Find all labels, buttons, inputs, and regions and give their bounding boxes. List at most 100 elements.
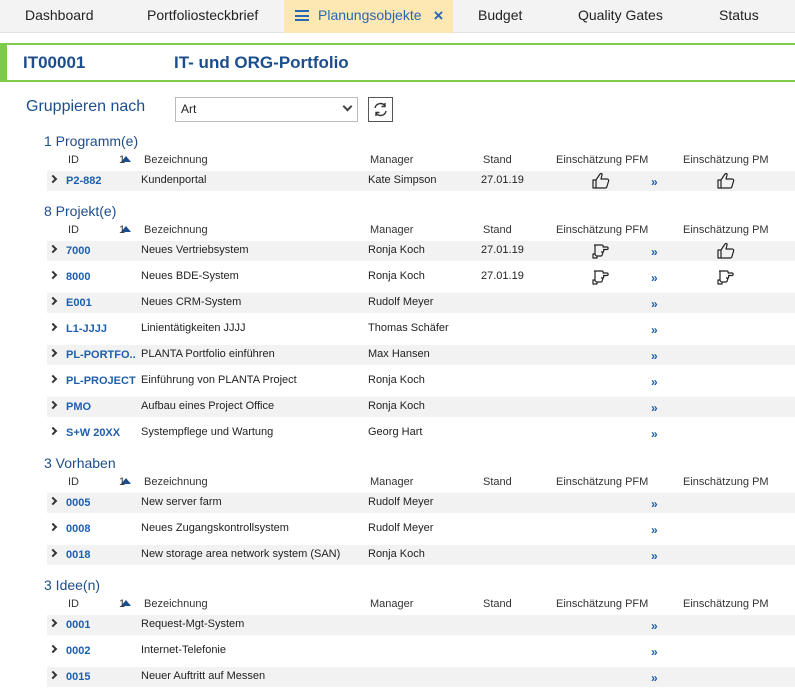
col-bezeichnung[interactable]: Bezeichnung [144, 154, 208, 166]
sort-ascending-icon [121, 156, 131, 162]
open-details-link[interactable]: » [651, 549, 658, 563]
col-manager[interactable]: Manager [370, 224, 414, 236]
expand-chevron-icon[interactable] [48, 670, 58, 680]
expand-chevron-icon[interactable] [48, 322, 58, 332]
tab-status[interactable]: Status [719, 7, 759, 23]
col-stand[interactable]: Stand [483, 154, 512, 166]
col-id[interactable]: ID [68, 224, 79, 236]
col-einschaetzung-pfm[interactable]: Einschätzung PFM [556, 154, 649, 166]
expand-chevron-icon[interactable] [48, 426, 58, 436]
tab-dashboard[interactable]: Dashboard [25, 7, 94, 23]
table-row: 0005 New server farm Rudolf Meyer » [47, 493, 795, 513]
open-details-link[interactable]: » [651, 427, 658, 441]
col-stand[interactable]: Stand [483, 598, 512, 610]
open-details-link[interactable]: » [651, 323, 658, 337]
table-row: E001 Neues CRM-System Rudolf Meyer » [47, 293, 795, 313]
table-row: S+W 20XX Systempflege und Wartung Georg Ha… [47, 423, 795, 443]
close-icon[interactable]: × [433, 6, 444, 25]
object-id-link[interactable]: 0005 [66, 497, 91, 509]
sort-indicator[interactable]: 1 [119, 224, 131, 236]
col-id[interactable]: ID [68, 598, 79, 610]
object-name: Neues CRM-System [141, 296, 242, 308]
expand-chevron-icon[interactable] [48, 348, 58, 358]
sort-indicator[interactable]: 1 [119, 154, 131, 166]
object-id-link[interactable]: 0002 [66, 645, 91, 657]
object-name: New server farm [141, 496, 222, 508]
expand-chevron-icon[interactable] [48, 244, 58, 254]
object-id-link[interactable]: S+W 20XX [66, 427, 121, 439]
column-header: ID 1 Bezeichnung Manager Stand Einschätzung P… [0, 224, 795, 240]
refresh-button[interactable] [368, 97, 393, 122]
open-details-link[interactable]: » [651, 671, 658, 685]
expand-chevron-icon[interactable] [48, 618, 58, 628]
col-stand[interactable]: Stand [483, 224, 512, 236]
expand-chevron-icon[interactable] [48, 400, 58, 410]
open-details-link[interactable]: » [651, 271, 658, 285]
expand-chevron-icon[interactable] [48, 496, 58, 506]
open-details-link[interactable]: » [651, 619, 658, 633]
grouping-select[interactable]: Art [175, 97, 358, 122]
open-details-link[interactable]: » [651, 375, 658, 389]
object-id-link[interactable]: 7000 [66, 245, 91, 257]
open-details-link[interactable]: » [651, 497, 658, 511]
portfolio-code: IT00001 [23, 53, 86, 72]
object-id-link[interactable]: 0015 [66, 671, 91, 683]
object-id-link[interactable]: PL-PROJECT [66, 375, 136, 387]
col-manager[interactable]: Manager [370, 154, 414, 166]
object-id-link[interactable]: PL-PORTFO... [66, 349, 136, 361]
col-stand[interactable]: Stand [483, 476, 512, 488]
col-einschaetzung-pfm[interactable]: Einschätzung PFM [556, 224, 649, 236]
sort-ascending-icon [121, 600, 131, 606]
object-manager: Ronja Koch [368, 374, 425, 386]
object-id-link[interactable]: 8000 [66, 271, 91, 283]
col-bezeichnung[interactable]: Bezeichnung [144, 598, 208, 610]
sort-indicator[interactable]: 1 [119, 476, 131, 488]
col-einschaetzung-pm[interactable]: Einschätzung PM [683, 598, 769, 610]
section-title: 3 Vorhaben [44, 455, 116, 471]
col-manager[interactable]: Manager [370, 476, 414, 488]
expand-chevron-icon[interactable] [48, 296, 58, 306]
col-id[interactable]: ID [68, 476, 79, 488]
expand-chevron-icon[interactable] [48, 548, 58, 558]
open-details-link[interactable]: » [651, 349, 658, 363]
col-bezeichnung[interactable]: Bezeichnung [144, 224, 208, 236]
object-id-link[interactable]: 0001 [66, 619, 91, 631]
object-id-link[interactable]: PMO [66, 401, 92, 413]
col-einschaetzung-pfm[interactable]: Einschätzung PFM [556, 598, 649, 610]
tab-planungsobjekte[interactable]: Planungsobjekte × [284, 0, 453, 33]
open-details-link[interactable]: » [651, 175, 658, 189]
open-details-link[interactable]: » [651, 645, 658, 659]
object-id-link[interactable]: E001 [66, 297, 92, 309]
col-einschaetzung-pm[interactable]: Einschätzung PM [683, 224, 769, 236]
tab-portfoliosteckbrief[interactable]: Portfoliosteckbrief [147, 7, 259, 23]
object-name: Einführung von PLANTA Project [141, 374, 297, 386]
col-manager[interactable]: Manager [370, 598, 414, 610]
open-details-link[interactable]: » [651, 401, 658, 415]
tab-quality-gates[interactable]: Quality Gates [578, 7, 663, 23]
object-id-link[interactable]: 0018 [66, 549, 91, 561]
object-manager: Ronja Koch [368, 270, 425, 282]
sort-indicator[interactable]: 1 [119, 598, 131, 610]
open-details-link[interactable]: » [651, 245, 658, 259]
expand-chevron-icon[interactable] [48, 644, 58, 654]
expand-chevron-icon[interactable] [48, 174, 58, 184]
col-einschaetzung-pm[interactable]: Einschätzung PM [683, 476, 769, 488]
menu-icon[interactable] [295, 10, 309, 21]
table-row: 7000 Neues Vertriebsystem Ronja Koch 27.01.… [47, 241, 795, 261]
col-einschaetzung-pm[interactable]: Einschätzung PM [683, 154, 769, 166]
expand-chevron-icon[interactable] [48, 270, 58, 280]
expand-chevron-icon[interactable] [48, 522, 58, 532]
col-einschaetzung-pfm[interactable]: Einschätzung PFM [556, 476, 649, 488]
object-id-link[interactable]: L1-JJJJ [66, 323, 107, 335]
col-bezeichnung[interactable]: Bezeichnung [144, 476, 208, 488]
object-name: Linientätigkeiten JJJJ [141, 322, 246, 334]
open-details-link[interactable]: » [651, 297, 658, 311]
object-manager: Max Hansen [368, 348, 430, 360]
expand-chevron-icon[interactable] [48, 374, 58, 384]
col-id[interactable]: ID [68, 154, 79, 166]
object-name: PLANTA Portfolio einführen [141, 348, 275, 360]
tab-budget[interactable]: Budget [478, 7, 523, 23]
open-details-link[interactable]: » [651, 523, 658, 537]
object-id-link[interactable]: P2-882 [66, 175, 102, 187]
object-id-link[interactable]: 0008 [66, 523, 91, 535]
